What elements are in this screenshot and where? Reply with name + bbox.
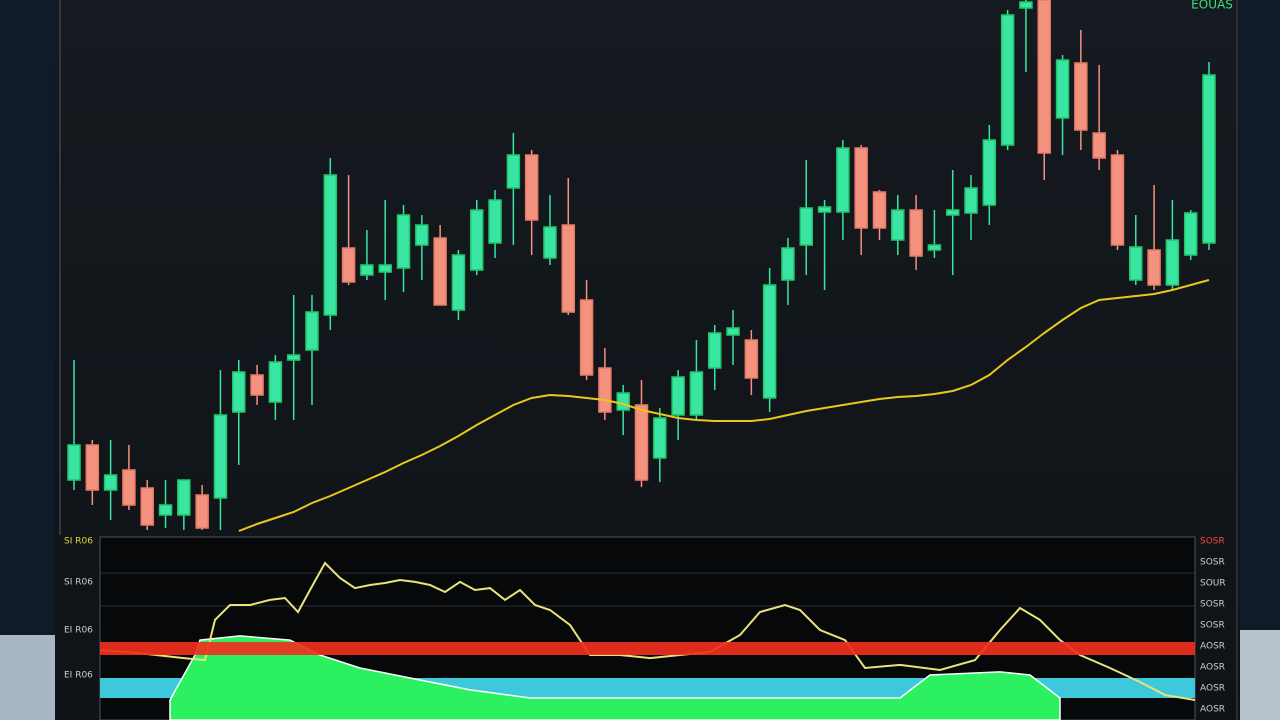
candle-body: [561, 224, 576, 313]
panel-label: AOSR: [1200, 705, 1225, 715]
candle-body: [707, 332, 722, 369]
panel-label: SI R06: [64, 578, 93, 588]
candle-body: [836, 147, 850, 213]
candle-body: [1074, 62, 1088, 131]
panel-label: AOSR: [1200, 663, 1225, 673]
candle-body: [1147, 249, 1161, 286]
candle-body: [762, 284, 777, 399]
candle-body: [634, 404, 649, 481]
candle-body: [488, 199, 502, 244]
candle-body: [671, 376, 685, 416]
candle-body: [579, 299, 594, 376]
candle-body: [469, 209, 484, 271]
candle-body: [341, 247, 356, 283]
candle-body: [689, 371, 704, 416]
candle-body: [232, 371, 246, 413]
moving-average: [238, 279, 1210, 532]
candle-body: [726, 327, 740, 336]
panel-label: EI R06: [64, 626, 93, 636]
candle-body: [396, 214, 411, 269]
candle-body: [1165, 239, 1180, 286]
candle-body: [177, 479, 191, 516]
candle-body: [945, 209, 960, 216]
panel-label: SOUR: [1200, 579, 1226, 589]
candle-body: [415, 224, 429, 246]
candle-body: [817, 206, 832, 213]
panel-label: SOSR: [1200, 558, 1225, 568]
candle-body: [598, 367, 612, 413]
candle-body: [524, 154, 539, 221]
panel-label: SOSR: [1200, 621, 1225, 631]
candle-body: [854, 147, 868, 229]
threshold-band: [100, 642, 1195, 655]
candle-body: [122, 469, 136, 506]
candle-body: [964, 187, 978, 214]
candle-body: [982, 139, 997, 206]
candle-body: [872, 191, 887, 229]
panel-label: SOSR: [1200, 600, 1225, 610]
panel-label: AOSR: [1200, 642, 1225, 652]
candle-body: [744, 339, 759, 379]
candle-body: [781, 247, 795, 281]
candle-body: [433, 237, 447, 306]
candle-body: [891, 209, 905, 241]
candle-body: [1092, 132, 1106, 159]
candle-body: [1129, 246, 1143, 281]
candle-body: [1183, 212, 1198, 256]
chart-title: EOUAS: [1191, 0, 1233, 12]
candle-body: [378, 264, 392, 273]
candle-body: [927, 244, 942, 251]
price-panel: [67, 0, 1216, 532]
candle-body: [1055, 59, 1070, 119]
panel-label: SOSR: [1200, 537, 1225, 547]
candle-body: [250, 374, 264, 396]
candle-body: [1037, 0, 1051, 154]
candle-body: [1000, 14, 1015, 146]
candle-body: [323, 174, 338, 316]
candle-body: [305, 311, 319, 351]
panel-label: SI R06: [64, 537, 93, 547]
candle-body: [158, 504, 173, 516]
candle-body: [616, 392, 630, 411]
candle-body: [543, 226, 557, 259]
panel-label: AOSR: [1200, 684, 1225, 694]
indicator-area: [169, 635, 1061, 720]
candle-body: [140, 487, 154, 526]
panel-label: EI R06: [64, 671, 93, 681]
candle-body: [909, 209, 923, 257]
candle-body: [1110, 154, 1125, 246]
candle-body: [85, 444, 100, 491]
backdrop-light: [0, 635, 55, 720]
candle-body: [451, 254, 466, 311]
candle-body: [195, 494, 209, 529]
candle-body: [799, 207, 814, 246]
candle-body: [1202, 74, 1216, 244]
candle-body: [506, 154, 521, 189]
candle-body: [213, 414, 228, 499]
candle-body: [67, 444, 81, 481]
candle-body: [1019, 1, 1033, 9]
candle-body: [268, 361, 283, 403]
candle-body: [286, 354, 301, 361]
candle-body: [653, 417, 667, 459]
candle-body: [360, 264, 374, 276]
backdrop-light: [1240, 630, 1280, 720]
candle-body: [103, 474, 118, 491]
